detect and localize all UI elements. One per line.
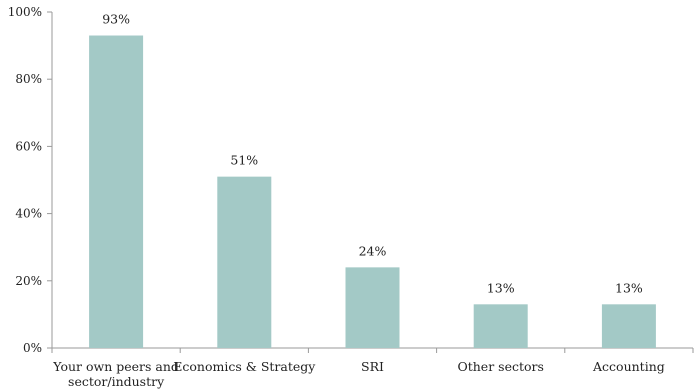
x-axis [51, 347, 694, 353]
bar [345, 267, 400, 348]
bar-value-label: 13% [487, 280, 515, 295]
bar [601, 304, 656, 348]
bar-value-label: 24% [359, 243, 387, 258]
y-tick-label: 20% [15, 274, 42, 288]
y-tick-label: 100% [8, 5, 42, 19]
category-label: Economics & Strategy [173, 359, 316, 374]
bar-value-label: 51% [230, 153, 258, 168]
bar-value-label: 93% [102, 12, 130, 27]
category-label-line: sector/industry [68, 374, 165, 389]
y-tick-label: 40% [15, 207, 42, 221]
bar [473, 304, 528, 348]
category-label-line: Your own peers and [52, 359, 179, 374]
y-tick-label: 80% [15, 72, 42, 86]
category-label: SRI [361, 359, 384, 374]
bars [89, 35, 656, 349]
category-label-line: Economics & Strategy [173, 359, 316, 374]
bar-value-label: 13% [615, 280, 643, 295]
category-label: Accounting [592, 359, 665, 374]
category-labels: Your own peers and sector/industryEconomi… [52, 359, 664, 389]
category-label: Your own peers and sector/industry [52, 359, 179, 389]
data-labels: 93% 51% 24% 13% 13% [102, 12, 643, 296]
y-tick-label: 0% [23, 341, 42, 355]
y-tick-label: 60% [15, 139, 42, 153]
category-label-line: Accounting [592, 359, 665, 374]
category-label-line: SRI [361, 359, 384, 374]
category-label: Other sectors [457, 359, 543, 374]
bar [217, 176, 272, 348]
category-label-line: Other sectors [457, 359, 543, 374]
bar [89, 35, 144, 349]
y-axis: 0% 20% 40% 60% 80% 100% [8, 5, 53, 355]
